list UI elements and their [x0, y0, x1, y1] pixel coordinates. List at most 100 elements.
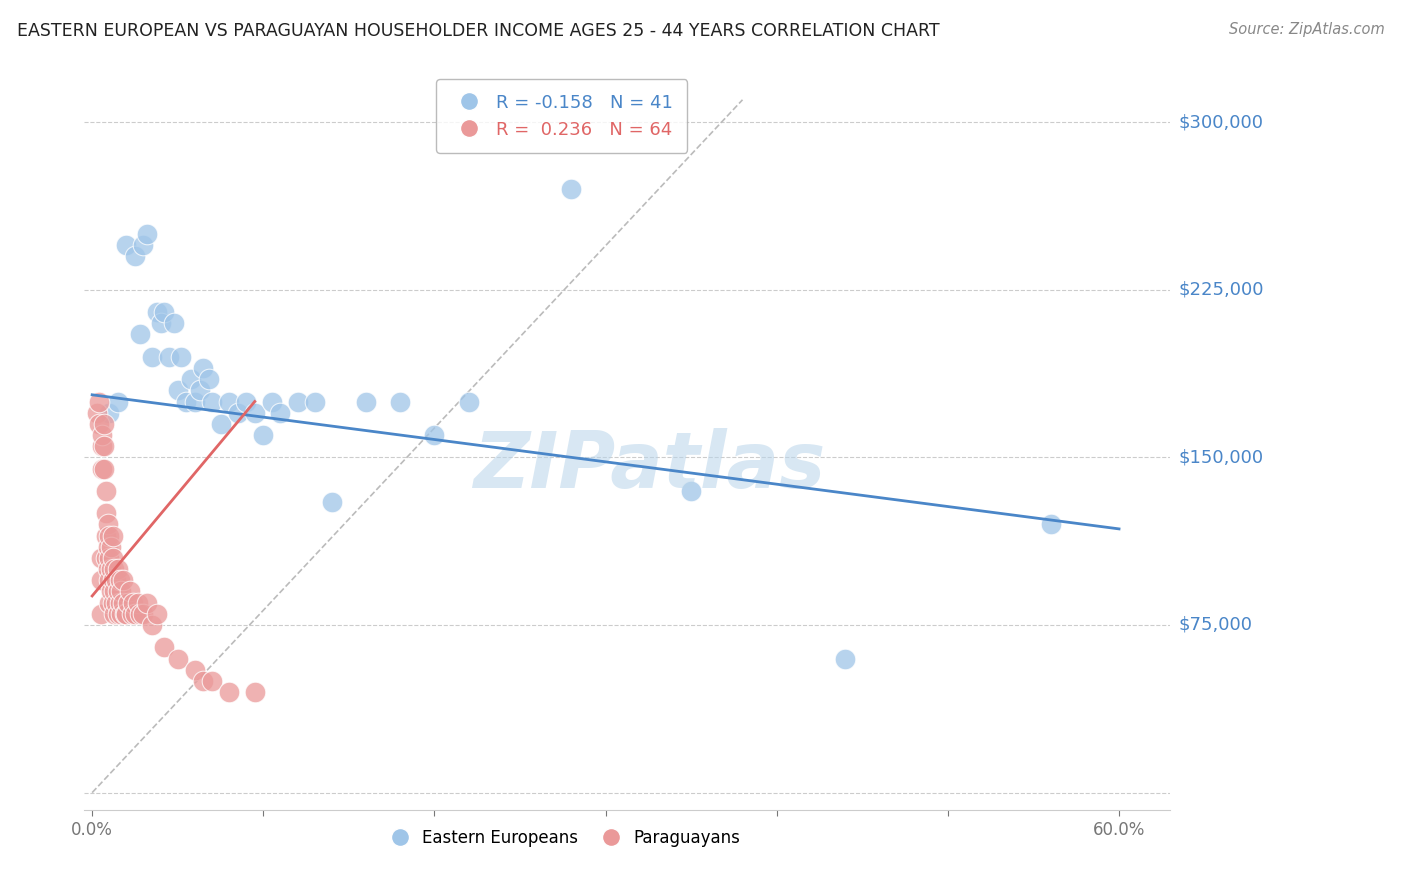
Point: [100, 562, 122, 576]
Point: [457, 394, 479, 409]
Point: [107, 394, 129, 409]
Point: [260, 394, 283, 409]
Point: [180, 372, 202, 386]
Point: [87, 394, 110, 409]
Point: [304, 394, 326, 409]
Point: [243, 406, 266, 420]
Point: [87, 417, 110, 431]
Point: [94, 528, 117, 542]
Point: [94, 551, 117, 566]
Point: [93, 439, 115, 453]
Point: [129, 327, 152, 342]
Point: [163, 316, 186, 330]
Point: [93, 417, 115, 431]
Point: [105, 596, 128, 610]
Point: [269, 406, 291, 420]
Point: [321, 495, 343, 509]
Text: $75,000: $75,000: [1180, 616, 1253, 634]
Point: [107, 562, 129, 576]
Point: [135, 227, 157, 241]
Point: [90, 574, 112, 588]
Point: [252, 428, 274, 442]
Point: [1039, 517, 1062, 532]
Point: [166, 651, 188, 665]
Point: [115, 607, 138, 621]
Point: [100, 584, 122, 599]
Point: [124, 249, 146, 263]
Point: [146, 607, 169, 621]
Point: [149, 316, 172, 330]
Point: [101, 551, 124, 566]
Point: [170, 350, 193, 364]
Point: [141, 350, 163, 364]
Point: [90, 551, 112, 566]
Point: [124, 607, 146, 621]
Point: [103, 607, 125, 621]
Point: [110, 584, 132, 599]
Text: ZIPatlas: ZIPatlas: [472, 428, 825, 504]
Point: [135, 596, 157, 610]
Point: [98, 551, 121, 566]
Point: [166, 384, 188, 398]
Point: [91, 428, 114, 442]
Point: [174, 394, 197, 409]
Point: [101, 596, 124, 610]
Point: [560, 182, 582, 196]
Point: [98, 406, 121, 420]
Point: [127, 596, 149, 610]
Point: [681, 483, 703, 498]
Point: [121, 607, 143, 621]
Point: [132, 607, 155, 621]
Point: [118, 584, 141, 599]
Point: [101, 528, 124, 542]
Point: [153, 305, 176, 319]
Point: [201, 673, 224, 688]
Point: [354, 394, 377, 409]
Point: [184, 394, 207, 409]
Point: [110, 607, 132, 621]
Text: $300,000: $300,000: [1180, 113, 1264, 131]
Point: [184, 663, 207, 677]
Point: [105, 574, 128, 588]
Point: [235, 394, 257, 409]
Point: [108, 574, 131, 588]
Point: [193, 361, 215, 376]
Point: [91, 439, 114, 453]
Point: [218, 685, 240, 699]
Point: [423, 428, 446, 442]
Point: [218, 394, 240, 409]
Point: [153, 640, 176, 655]
Point: [111, 596, 134, 610]
Point: [98, 596, 121, 610]
Point: [132, 238, 155, 252]
Point: [94, 506, 117, 520]
Point: [98, 528, 121, 542]
Point: [243, 685, 266, 699]
Point: [111, 574, 134, 588]
Point: [201, 394, 224, 409]
Point: [91, 461, 114, 475]
Point: [226, 406, 249, 420]
Point: [103, 562, 125, 576]
Point: [107, 607, 129, 621]
Point: [188, 384, 211, 398]
Point: [157, 350, 180, 364]
Point: [389, 394, 412, 409]
Text: $150,000: $150,000: [1180, 449, 1264, 467]
Point: [193, 673, 215, 688]
Text: $225,000: $225,000: [1180, 281, 1264, 299]
Point: [103, 584, 125, 599]
Point: [122, 596, 145, 610]
Legend: Eastern Europeans, Paraguayans: Eastern Europeans, Paraguayans: [377, 822, 747, 854]
Point: [129, 607, 152, 621]
Point: [96, 562, 118, 576]
Point: [98, 574, 121, 588]
Point: [287, 394, 309, 409]
Text: EASTERN EUROPEAN VS PARAGUAYAN HOUSEHOLDER INCOME AGES 25 - 44 YEARS CORRELATION: EASTERN EUROPEAN VS PARAGUAYAN HOUSEHOLD…: [17, 22, 939, 40]
Point: [101, 574, 124, 588]
Point: [146, 305, 169, 319]
Point: [100, 540, 122, 554]
Point: [86, 406, 108, 420]
Point: [141, 618, 163, 632]
Point: [209, 417, 232, 431]
